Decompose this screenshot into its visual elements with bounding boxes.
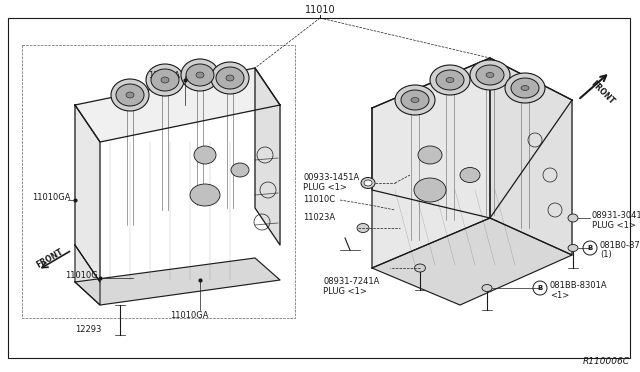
Ellipse shape (181, 59, 219, 91)
Text: 11010GA: 11010GA (170, 311, 209, 321)
Polygon shape (490, 58, 572, 255)
Ellipse shape (482, 285, 492, 292)
Ellipse shape (511, 78, 539, 98)
Text: 081B0-8701A: 081B0-8701A (600, 241, 640, 250)
Polygon shape (75, 68, 280, 142)
Ellipse shape (446, 77, 454, 83)
Ellipse shape (486, 73, 494, 77)
Text: FRONT: FRONT (588, 79, 616, 107)
Ellipse shape (116, 84, 144, 106)
Ellipse shape (411, 97, 419, 103)
Ellipse shape (361, 177, 375, 189)
Ellipse shape (476, 65, 504, 85)
Text: 11010C: 11010C (303, 196, 335, 205)
Text: 08931-3041A: 08931-3041A (592, 211, 640, 219)
Ellipse shape (401, 90, 429, 110)
Ellipse shape (505, 73, 545, 103)
Ellipse shape (414, 178, 446, 202)
Polygon shape (255, 68, 280, 245)
Ellipse shape (415, 264, 426, 272)
Ellipse shape (364, 180, 372, 186)
Polygon shape (75, 105, 100, 282)
Ellipse shape (196, 72, 204, 78)
Polygon shape (372, 58, 572, 218)
Ellipse shape (436, 70, 464, 90)
Ellipse shape (151, 69, 179, 91)
Ellipse shape (460, 167, 480, 183)
Ellipse shape (231, 163, 249, 177)
Text: FRONT: FRONT (35, 247, 65, 269)
Ellipse shape (226, 75, 234, 81)
Ellipse shape (418, 146, 442, 164)
Polygon shape (75, 258, 280, 305)
Ellipse shape (216, 67, 244, 89)
Text: <1>: <1> (550, 291, 569, 299)
Ellipse shape (357, 224, 369, 232)
Ellipse shape (161, 77, 169, 83)
Text: 081BB-8301A: 081BB-8301A (550, 280, 607, 289)
Text: 11010GA: 11010GA (32, 193, 70, 202)
Text: 11010: 11010 (305, 5, 335, 15)
Ellipse shape (470, 60, 510, 90)
Ellipse shape (211, 62, 249, 94)
Text: 11010G: 11010G (65, 272, 98, 280)
Text: 11010A: 11010A (148, 71, 180, 80)
Ellipse shape (395, 85, 435, 115)
Text: 11023A: 11023A (303, 214, 335, 222)
Ellipse shape (126, 92, 134, 98)
Ellipse shape (568, 214, 578, 222)
Polygon shape (75, 245, 100, 305)
Ellipse shape (430, 65, 470, 95)
Text: (1): (1) (600, 250, 612, 260)
Ellipse shape (111, 79, 149, 111)
Text: B: B (588, 245, 593, 251)
Text: 00933-1451A: 00933-1451A (303, 173, 359, 183)
Ellipse shape (568, 244, 578, 251)
Ellipse shape (186, 64, 214, 86)
Polygon shape (372, 218, 572, 305)
Text: PLUG <1>: PLUG <1> (323, 288, 367, 296)
Text: 08931-7241A: 08931-7241A (323, 278, 380, 286)
Text: R110006C: R110006C (583, 357, 630, 366)
Text: 12293: 12293 (75, 326, 101, 334)
Polygon shape (372, 58, 490, 268)
Text: PLUG <1>: PLUG <1> (592, 221, 636, 230)
Ellipse shape (194, 146, 216, 164)
Ellipse shape (521, 86, 529, 90)
Ellipse shape (190, 184, 220, 206)
Text: B: B (538, 285, 543, 291)
Ellipse shape (146, 64, 184, 96)
Text: PLUG <1>: PLUG <1> (303, 183, 347, 192)
